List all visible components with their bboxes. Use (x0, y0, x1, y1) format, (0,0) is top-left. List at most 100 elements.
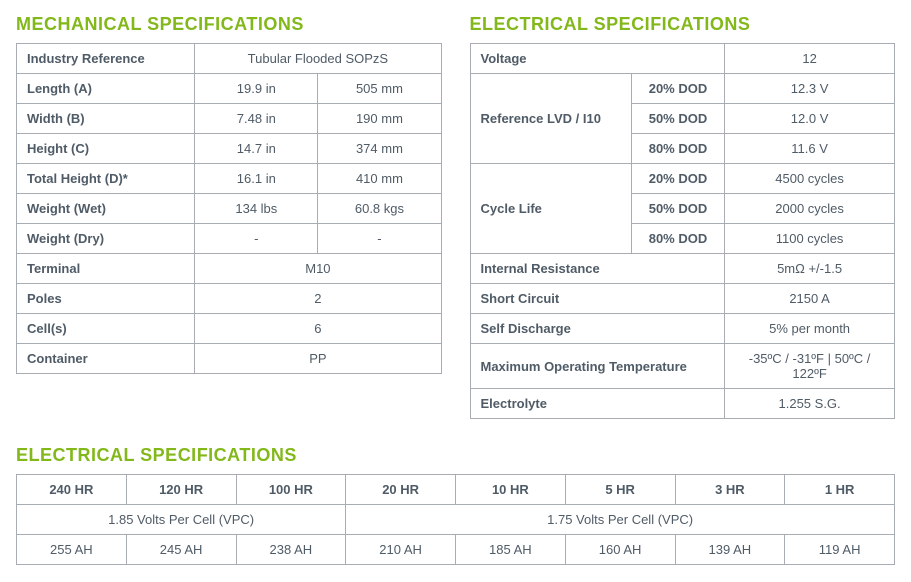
elec-value: 2000 cycles (725, 194, 895, 224)
elec-label: Short Circuit (470, 284, 725, 314)
elec-label: Electrolyte (470, 389, 725, 419)
elec-value: 12.3 V (725, 74, 895, 104)
mech-value: 60.8 kgs (318, 194, 441, 224)
elec-label: Reference LVD / I10 (470, 74, 631, 164)
table-row: Length (A) 19.9 in 505 mm (17, 74, 442, 104)
table-row: Short Circuit 2150 A (470, 284, 895, 314)
elec-dod: 50% DOD (631, 194, 724, 224)
mech-value: Tubular Flooded SOPzS (195, 44, 441, 74)
table-row: Voltage 12 (470, 44, 895, 74)
mech-value: PP (195, 344, 441, 374)
mech-value: 505 mm (318, 74, 441, 104)
elec-label: Maximum Operating Temperature (470, 344, 725, 389)
rate-header: 240 HR (17, 475, 127, 505)
mech-value: - (318, 224, 441, 254)
rate-value: 160 AH (565, 535, 675, 565)
rate-value: 119 AH (785, 535, 895, 565)
vpc-group: 1.85 Volts Per Cell (VPC) (17, 505, 346, 535)
mech-value: 6 (195, 314, 441, 344)
rate-header: 1 HR (785, 475, 895, 505)
mech-label: Weight (Dry) (17, 224, 195, 254)
elec-value: 1.255 S.G. (725, 389, 895, 419)
elec-dod: 20% DOD (631, 74, 724, 104)
elec-label: Cycle Life (470, 164, 631, 254)
rate-header: 3 HR (675, 475, 785, 505)
rate-value: 238 AH (236, 535, 346, 565)
mech-label: Weight (Wet) (17, 194, 195, 224)
mech-label: Industry Reference (17, 44, 195, 74)
table-row: Poles 2 (17, 284, 442, 314)
rate-value: 255 AH (17, 535, 127, 565)
table-row: Industry Reference Tubular Flooded SOPzS (17, 44, 442, 74)
elec-dod: 80% DOD (631, 134, 724, 164)
rate-value: 210 AH (346, 535, 456, 565)
mech-value: 19.9 in (195, 74, 318, 104)
vpc-group: 1.75 Volts Per Cell (VPC) (346, 505, 895, 535)
rate-header: 20 HR (346, 475, 456, 505)
elec-dod: 80% DOD (631, 224, 724, 254)
table-row: Weight (Wet) 134 lbs 60.8 kgs (17, 194, 442, 224)
mechanical-table: Industry Reference Tubular Flooded SOPzS… (16, 43, 442, 374)
electrical-title: ELECTRICAL SPECIFICATIONS (470, 14, 896, 35)
elec-value: 12 (725, 44, 895, 74)
elec-label: Self Discharge (470, 314, 725, 344)
elec-value: 5mΩ +/-1.5 (725, 254, 895, 284)
mech-label: Container (17, 344, 195, 374)
table-row: Total Height (D)* 16.1 in 410 mm (17, 164, 442, 194)
table-row: Width (B) 7.48 in 190 mm (17, 104, 442, 134)
rate-header: 5 HR (565, 475, 675, 505)
elec-label: Internal Resistance (470, 254, 725, 284)
elec-dod: 20% DOD (631, 164, 724, 194)
table-row: 1.85 Volts Per Cell (VPC) 1.75 Volts Per… (17, 505, 895, 535)
mech-value: 2 (195, 284, 441, 314)
rate-header: 100 HR (236, 475, 346, 505)
mechanical-title: MECHANICAL SPECIFICATIONS (16, 14, 442, 35)
table-row: Cell(s) 6 (17, 314, 442, 344)
table-row: Reference LVD / I10 20% DOD 12.3 V (470, 74, 895, 104)
table-row: Container PP (17, 344, 442, 374)
table-row: Self Discharge 5% per month (470, 314, 895, 344)
mech-label: Terminal (17, 254, 195, 284)
elec-value: -35ºC / -31ºF | 50ºC / 122ºF (725, 344, 895, 389)
elec-value: 11.6 V (725, 134, 895, 164)
mechanical-section: MECHANICAL SPECIFICATIONS Industry Refer… (16, 14, 442, 374)
table-row: Electrolyte 1.255 S.G. (470, 389, 895, 419)
electrical-table: Voltage 12 Reference LVD / I10 20% DOD 1… (470, 43, 896, 419)
rate-value: 245 AH (126, 535, 236, 565)
rate-header: 10 HR (456, 475, 566, 505)
table-row: 255 AH 245 AH 238 AH 210 AH 185 AH 160 A… (17, 535, 895, 565)
rate-value: 185 AH (456, 535, 566, 565)
mech-label: Height (C) (17, 134, 195, 164)
mech-label: Total Height (D)* (17, 164, 195, 194)
mech-value: - (195, 224, 318, 254)
elec-dod: 50% DOD (631, 104, 724, 134)
discharge-section: ELECTRICAL SPECIFICATIONS 240 HR 120 HR … (16, 445, 895, 565)
mech-value: 410 mm (318, 164, 441, 194)
mech-value: M10 (195, 254, 441, 284)
electrical-section: ELECTRICAL SPECIFICATIONS Voltage 12 Ref… (470, 14, 896, 419)
mech-label: Width (B) (17, 104, 195, 134)
mech-value: 190 mm (318, 104, 441, 134)
table-row: Weight (Dry) - - (17, 224, 442, 254)
rate-value: 139 AH (675, 535, 785, 565)
mech-value: 14.7 in (195, 134, 318, 164)
table-row: Maximum Operating Temperature -35ºC / -3… (470, 344, 895, 389)
elec-value: 5% per month (725, 314, 895, 344)
elec-value: 12.0 V (725, 104, 895, 134)
mech-label: Cell(s) (17, 314, 195, 344)
rate-header: 120 HR (126, 475, 236, 505)
table-row: Internal Resistance 5mΩ +/-1.5 (470, 254, 895, 284)
table-row: Height (C) 14.7 in 374 mm (17, 134, 442, 164)
mech-value: 7.48 in (195, 104, 318, 134)
table-row: 240 HR 120 HR 100 HR 20 HR 10 HR 5 HR 3 … (17, 475, 895, 505)
elec-value: 2150 A (725, 284, 895, 314)
mech-label: Length (A) (17, 74, 195, 104)
table-row: Cycle Life 20% DOD 4500 cycles (470, 164, 895, 194)
mech-value: 134 lbs (195, 194, 318, 224)
mech-label: Poles (17, 284, 195, 314)
discharge-table: 240 HR 120 HR 100 HR 20 HR 10 HR 5 HR 3 … (16, 474, 895, 565)
mech-value: 16.1 in (195, 164, 318, 194)
table-row: Terminal M10 (17, 254, 442, 284)
elec-value: 1100 cycles (725, 224, 895, 254)
elec-value: 4500 cycles (725, 164, 895, 194)
